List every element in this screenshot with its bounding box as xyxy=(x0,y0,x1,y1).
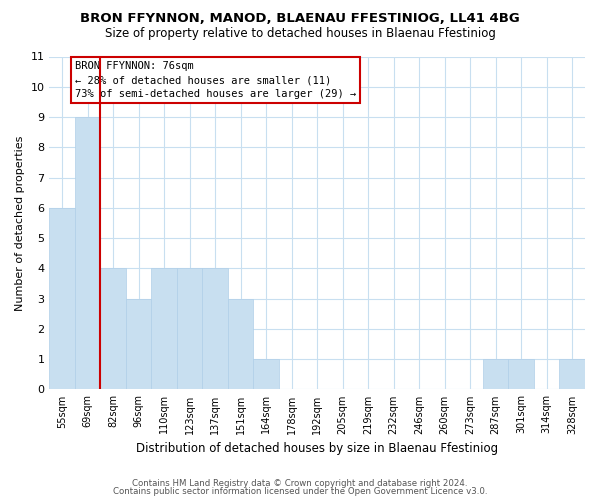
Bar xyxy=(100,268,126,390)
Bar xyxy=(508,359,534,390)
Bar xyxy=(559,359,585,390)
Bar xyxy=(126,298,151,390)
Bar xyxy=(75,117,100,390)
Text: BRON FFYNNON, MANOD, BLAENAU FFESTINIOG, LL41 4BG: BRON FFYNNON, MANOD, BLAENAU FFESTINIOG,… xyxy=(80,12,520,26)
Bar xyxy=(177,268,202,390)
Bar xyxy=(49,208,75,390)
Text: BRON FFYNNON: 76sqm
← 28% of detached houses are smaller (11)
73% of semi-detach: BRON FFYNNON: 76sqm ← 28% of detached ho… xyxy=(75,61,356,99)
Bar xyxy=(202,268,228,390)
Bar xyxy=(228,298,253,390)
Bar xyxy=(483,359,508,390)
Text: Contains HM Land Registry data © Crown copyright and database right 2024.: Contains HM Land Registry data © Crown c… xyxy=(132,478,468,488)
X-axis label: Distribution of detached houses by size in Blaenau Ffestiniog: Distribution of detached houses by size … xyxy=(136,442,498,455)
Y-axis label: Number of detached properties: Number of detached properties xyxy=(15,136,25,310)
Text: Contains public sector information licensed under the Open Government Licence v3: Contains public sector information licen… xyxy=(113,487,487,496)
Bar xyxy=(253,359,279,390)
Text: Size of property relative to detached houses in Blaenau Ffestiniog: Size of property relative to detached ho… xyxy=(104,28,496,40)
Bar xyxy=(151,268,177,390)
